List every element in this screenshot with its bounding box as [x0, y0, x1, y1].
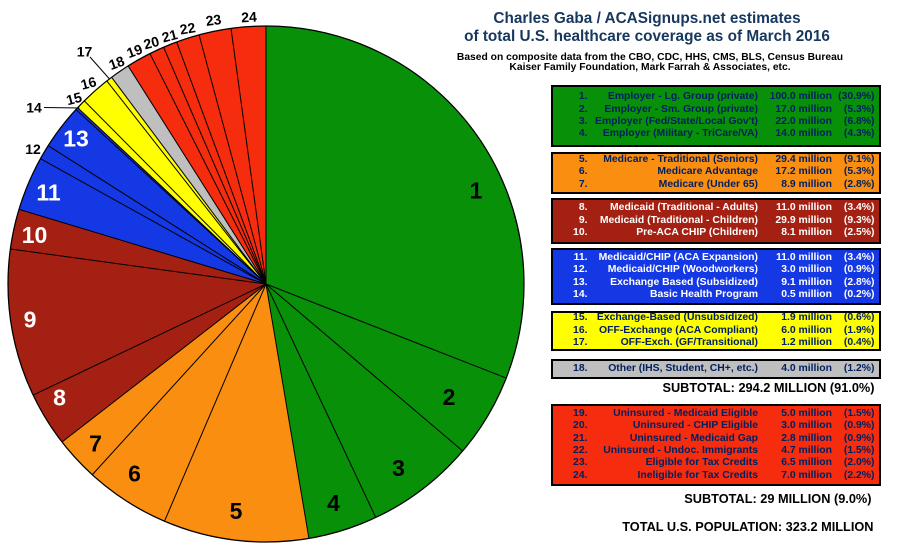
svg-text:2: 2	[443, 384, 456, 410]
svg-text:19: 19	[124, 41, 144, 61]
svg-text:13: 13	[63, 126, 89, 152]
svg-text:18: 18	[107, 53, 127, 73]
svg-text:21: 21	[160, 26, 179, 46]
svg-text:12: 12	[25, 141, 41, 157]
svg-text:3: 3	[392, 455, 405, 481]
svg-text:4: 4	[327, 490, 340, 516]
svg-text:10: 10	[22, 222, 48, 248]
svg-text:5: 5	[230, 498, 243, 524]
svg-text:9: 9	[24, 307, 37, 333]
svg-text:17: 17	[77, 44, 93, 60]
svg-text:24: 24	[241, 9, 258, 26]
svg-text:20: 20	[142, 33, 161, 53]
svg-text:23: 23	[205, 11, 223, 29]
svg-text:22: 22	[179, 19, 197, 37]
svg-text:15: 15	[64, 89, 83, 109]
svg-text:16: 16	[79, 73, 98, 93]
svg-text:14: 14	[26, 100, 42, 116]
svg-text:11: 11	[36, 180, 61, 206]
svg-text:7: 7	[89, 431, 102, 457]
svg-text:6: 6	[128, 461, 141, 487]
svg-text:8: 8	[53, 385, 66, 411]
svg-text:1: 1	[470, 178, 483, 204]
